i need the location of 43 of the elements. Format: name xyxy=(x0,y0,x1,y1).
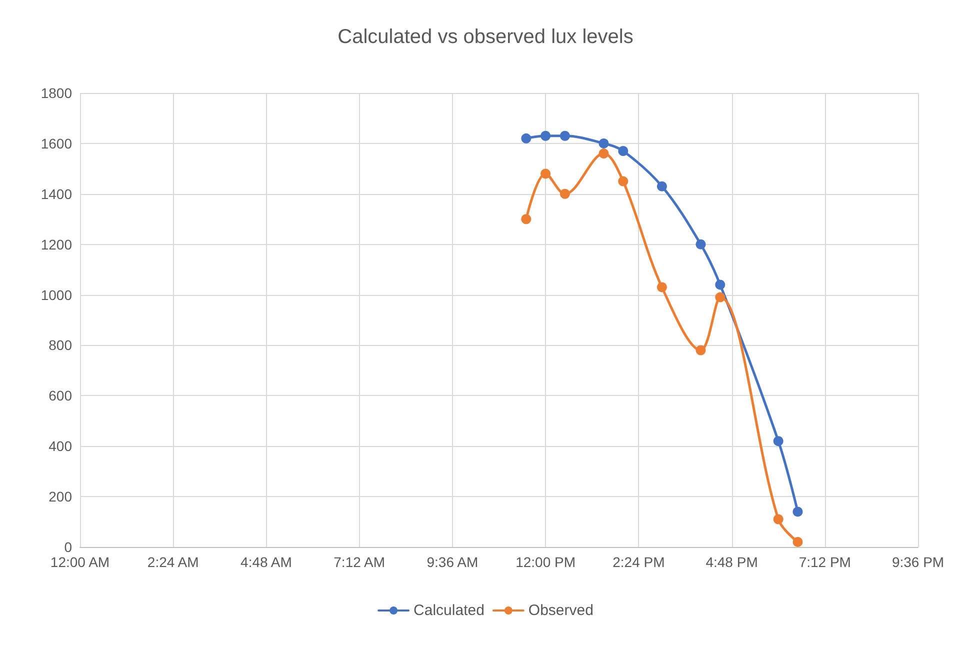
point xyxy=(540,130,551,141)
y-tick-label: 200 xyxy=(48,488,72,505)
x-tick-label: 12:00 PM xyxy=(516,554,576,570)
y-tick-label: 600 xyxy=(48,388,72,404)
point xyxy=(715,292,726,302)
x-tick-label: 4:48 AM xyxy=(240,554,292,570)
point xyxy=(715,280,726,290)
point xyxy=(773,436,784,446)
y-tick-label: 1400 xyxy=(40,186,72,202)
point xyxy=(540,168,551,179)
y-tick-label: 1600 xyxy=(40,135,72,152)
point xyxy=(696,239,706,250)
point xyxy=(521,133,532,144)
x-tick-label: 2:24 PM xyxy=(612,554,665,570)
point xyxy=(560,188,570,199)
x-tick-label: 12:00 AM xyxy=(50,554,110,570)
legend-label: Calculated xyxy=(414,602,484,619)
y-tick-label: 800 xyxy=(48,337,72,354)
y-tick-label: 1800 xyxy=(40,85,72,101)
point xyxy=(696,345,706,356)
point xyxy=(792,506,803,517)
legend-label: Observed xyxy=(528,602,594,619)
y-tick-label: 1200 xyxy=(40,236,72,252)
x-tick-label: 7:12 AM xyxy=(334,554,386,570)
point xyxy=(792,536,803,547)
x-tick-label: 9:36 PM xyxy=(892,554,944,570)
x-tick-label: 7:12 PM xyxy=(798,554,851,570)
point xyxy=(618,176,628,186)
y-tick-label: 1000 xyxy=(40,286,72,303)
point xyxy=(598,148,609,159)
point xyxy=(598,138,609,148)
point xyxy=(656,282,667,292)
x-tick-label: 4:48 PM xyxy=(706,554,758,570)
point xyxy=(560,130,570,141)
chart-title: Calculated vs observed lux levels xyxy=(338,26,634,48)
point xyxy=(618,146,628,156)
point xyxy=(773,514,784,524)
point xyxy=(521,214,532,224)
point xyxy=(656,181,667,192)
x-tick-label: 9:36 AM xyxy=(426,554,478,570)
y-tick-label: 0 xyxy=(64,539,72,555)
x-tick-label: 2:24 AM xyxy=(147,554,199,570)
y-tick-label: 400 xyxy=(48,438,72,454)
